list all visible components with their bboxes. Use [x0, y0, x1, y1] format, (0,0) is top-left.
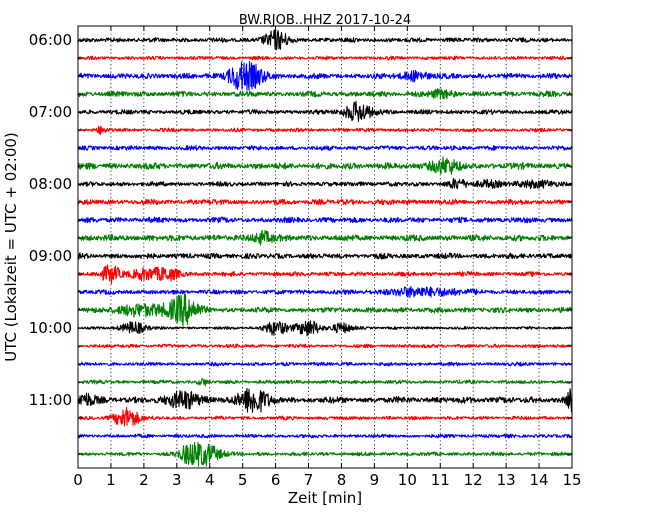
trace-line [77, 88, 573, 100]
y-axis: 06:00 07:00 08:00 09:00 10:00 11:00 [29, 31, 572, 455]
trace-line [77, 29, 573, 51]
trace-line [77, 177, 573, 190]
x-tick-label: 3 [172, 471, 182, 489]
y-tick-label: 10:00 [29, 319, 72, 337]
trace-line [77, 60, 573, 91]
x-tick-label: 14 [530, 471, 549, 489]
x-tick-label: 6 [271, 471, 281, 489]
x-tick-label: 8 [337, 471, 347, 489]
y-tick-label: 09:00 [29, 247, 72, 265]
x-tick-label: 11 [431, 471, 450, 489]
trace-line [77, 441, 573, 467]
trace-line [77, 264, 573, 285]
grid-lines [110, 26, 540, 468]
trace-line [77, 100, 573, 123]
trace-line [77, 55, 573, 61]
x-tick-label: 12 [464, 471, 483, 489]
x-tick-label: 0 [73, 471, 83, 489]
x-tick-label: 13 [497, 471, 516, 489]
plot-frame [77, 25, 573, 469]
trace-line [77, 320, 573, 337]
chart-title: BW.RJOB..HHZ 2017-10-24 [239, 13, 411, 28]
trace-line [77, 387, 573, 413]
trace-line [77, 286, 573, 299]
trace-line [77, 216, 573, 224]
x-tick-label: 1 [106, 471, 116, 489]
trace-line [77, 252, 573, 260]
x-axis-label: Zeit [min] [288, 489, 362, 507]
x-tick-label: 9 [370, 471, 380, 489]
y-tick-label: 08:00 [29, 175, 72, 193]
trace-line [77, 145, 573, 151]
y-tick-label: 07:00 [29, 103, 72, 121]
x-tick-label: 4 [205, 471, 215, 489]
trace-line [77, 156, 573, 175]
trace-line [77, 125, 573, 135]
trace-line [77, 198, 573, 206]
y-tick-label: 06:00 [29, 31, 72, 49]
x-tick-label: 15 [562, 471, 581, 489]
trace-line [77, 343, 573, 349]
trace-line [77, 361, 573, 367]
x-tick-label: 7 [304, 471, 314, 489]
trace-line [77, 407, 573, 427]
trace-line [77, 378, 573, 387]
y-tick-label: 11:00 [29, 391, 72, 409]
x-tick-label: 2 [139, 471, 149, 489]
trace-line [77, 433, 573, 439]
y-axis-label: UTC (Lokalzeit = UTC + 02:00) [2, 132, 20, 362]
x-tick-label: 10 [398, 471, 417, 489]
x-tick-label: 5 [238, 471, 248, 489]
x-axis: 0 1 2 3 4 5 6 7 8 9 10 11 12 13 14 15 [73, 26, 582, 489]
trace-line [77, 293, 573, 327]
trace-line [77, 229, 573, 246]
trace-group [77, 29, 573, 467]
